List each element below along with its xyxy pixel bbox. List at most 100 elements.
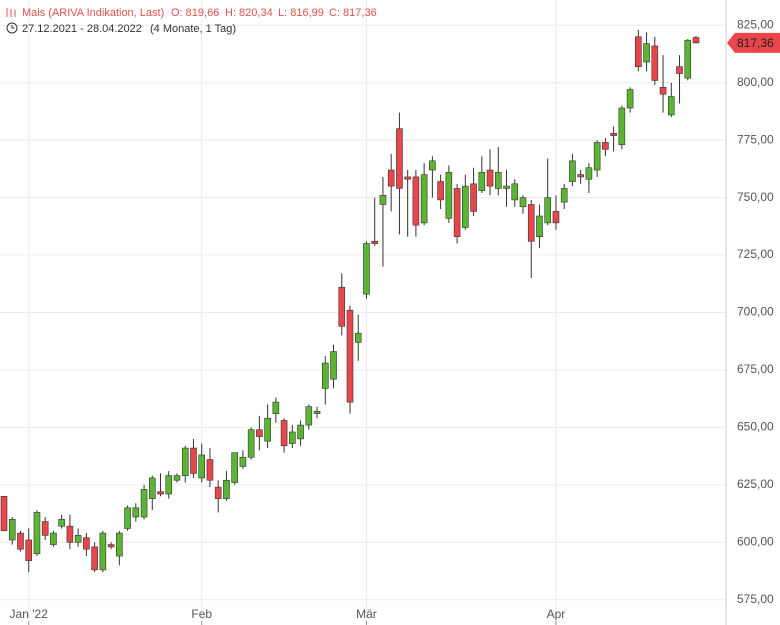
candle-body <box>676 66 683 74</box>
candle-body <box>206 459 214 481</box>
candle-body <box>181 447 189 476</box>
candle-body <box>338 286 346 327</box>
candle-body <box>247 429 255 458</box>
x-tick-label: Feb <box>191 607 212 621</box>
candle-body <box>157 491 164 495</box>
candle-body <box>486 169 494 187</box>
candle-body <box>165 475 173 495</box>
last-price-tag <box>727 32 780 53</box>
candle-body <box>132 507 140 518</box>
candle-body <box>239 456 247 467</box>
candle-body <box>58 519 65 527</box>
clock-hands <box>11 25 15 29</box>
candle-body <box>692 37 700 44</box>
candle-body <box>527 204 535 242</box>
candle-body <box>536 215 543 237</box>
candle-body <box>223 479 230 499</box>
y-tick-label: 800,00 <box>737 75 774 89</box>
candle-body <box>346 309 354 403</box>
last-price-label: 817,36 <box>737 36 774 50</box>
candle-body <box>494 172 502 189</box>
x-tick-label: Jan '22 <box>10 607 49 621</box>
candle-body <box>190 447 197 474</box>
candle-body <box>231 452 238 483</box>
candle-body <box>321 362 329 389</box>
candle-body <box>667 96 675 116</box>
candle-body <box>569 160 576 182</box>
candle-body <box>99 532 107 571</box>
candle-body <box>618 107 626 146</box>
candle-body <box>585 167 593 180</box>
candle-body <box>560 188 568 203</box>
candle-body <box>577 174 584 178</box>
candle-body <box>354 332 362 343</box>
ohlc-low: L: 816,99 <box>278 7 324 19</box>
candle-body <box>519 197 527 208</box>
candle-body <box>610 132 617 136</box>
candle-body <box>503 185 510 189</box>
candle-body <box>289 431 296 444</box>
candle-body <box>651 45 659 81</box>
candle-body <box>140 489 148 518</box>
candle-body <box>173 475 181 481</box>
ohlc-open: O: 819,66 <box>171 7 219 19</box>
candle-body <box>83 537 90 550</box>
y-tick-label: 600,00 <box>737 534 774 548</box>
candle-body <box>453 188 461 237</box>
candle-body <box>429 160 436 171</box>
candle-body <box>256 429 263 437</box>
candle-body <box>396 128 403 189</box>
y-tick-label: 575,00 <box>737 592 774 606</box>
candle-body <box>643 43 650 63</box>
candle-body <box>74 535 82 543</box>
candle-body <box>552 211 560 224</box>
candle-body <box>17 532 24 550</box>
candle-body <box>280 420 288 447</box>
candle-body <box>379 195 387 205</box>
candle-body <box>330 351 337 380</box>
candle-body <box>107 544 115 548</box>
candle-body <box>478 172 486 192</box>
candle-body <box>313 411 321 414</box>
x-tick-label: Apr <box>547 607 566 621</box>
y-tick-label: 750,00 <box>737 190 774 204</box>
candle-body <box>404 176 411 180</box>
candle-body <box>66 525 74 543</box>
chart-icon <box>6 8 16 17</box>
candle-body <box>148 477 156 499</box>
candle-body <box>462 185 469 228</box>
y-tick-label: 825,00 <box>737 17 774 31</box>
y-tick-label: 775,00 <box>737 132 774 146</box>
candle-body <box>25 539 33 561</box>
candle-body <box>33 512 41 555</box>
ohlc-close: C: 817,36 <box>329 7 377 19</box>
candle-body <box>297 424 304 440</box>
candle-body <box>626 89 634 109</box>
candle-body <box>8 519 16 541</box>
candle-body <box>50 532 57 545</box>
candle-body <box>659 87 667 95</box>
date-range: 27.12.2021 - 28.04.2022 <box>22 23 142 35</box>
candle-body <box>387 169 395 187</box>
candle-body <box>635 36 642 67</box>
y-tick-label: 625,00 <box>737 477 774 491</box>
candle-body <box>91 546 98 571</box>
candle-body <box>0 496 8 532</box>
period: (4 Monate, 1 Tag) <box>150 23 236 35</box>
candle-body <box>264 417 271 442</box>
candle-body <box>116 532 123 557</box>
candle-body <box>272 401 280 414</box>
y-tick-label: 700,00 <box>737 305 774 319</box>
candle-body <box>437 181 444 201</box>
candle-body <box>412 176 420 226</box>
clock-icon <box>6 22 18 34</box>
y-tick-label: 650,00 <box>737 420 774 434</box>
candle-body <box>420 174 428 224</box>
candle-body <box>470 183 477 212</box>
candle-body <box>371 240 379 244</box>
candle-body <box>41 521 49 536</box>
candle-body <box>544 197 552 224</box>
instrument: Mais (ARIVA Indikation, Last) <box>22 7 164 19</box>
candle-body <box>602 142 609 150</box>
